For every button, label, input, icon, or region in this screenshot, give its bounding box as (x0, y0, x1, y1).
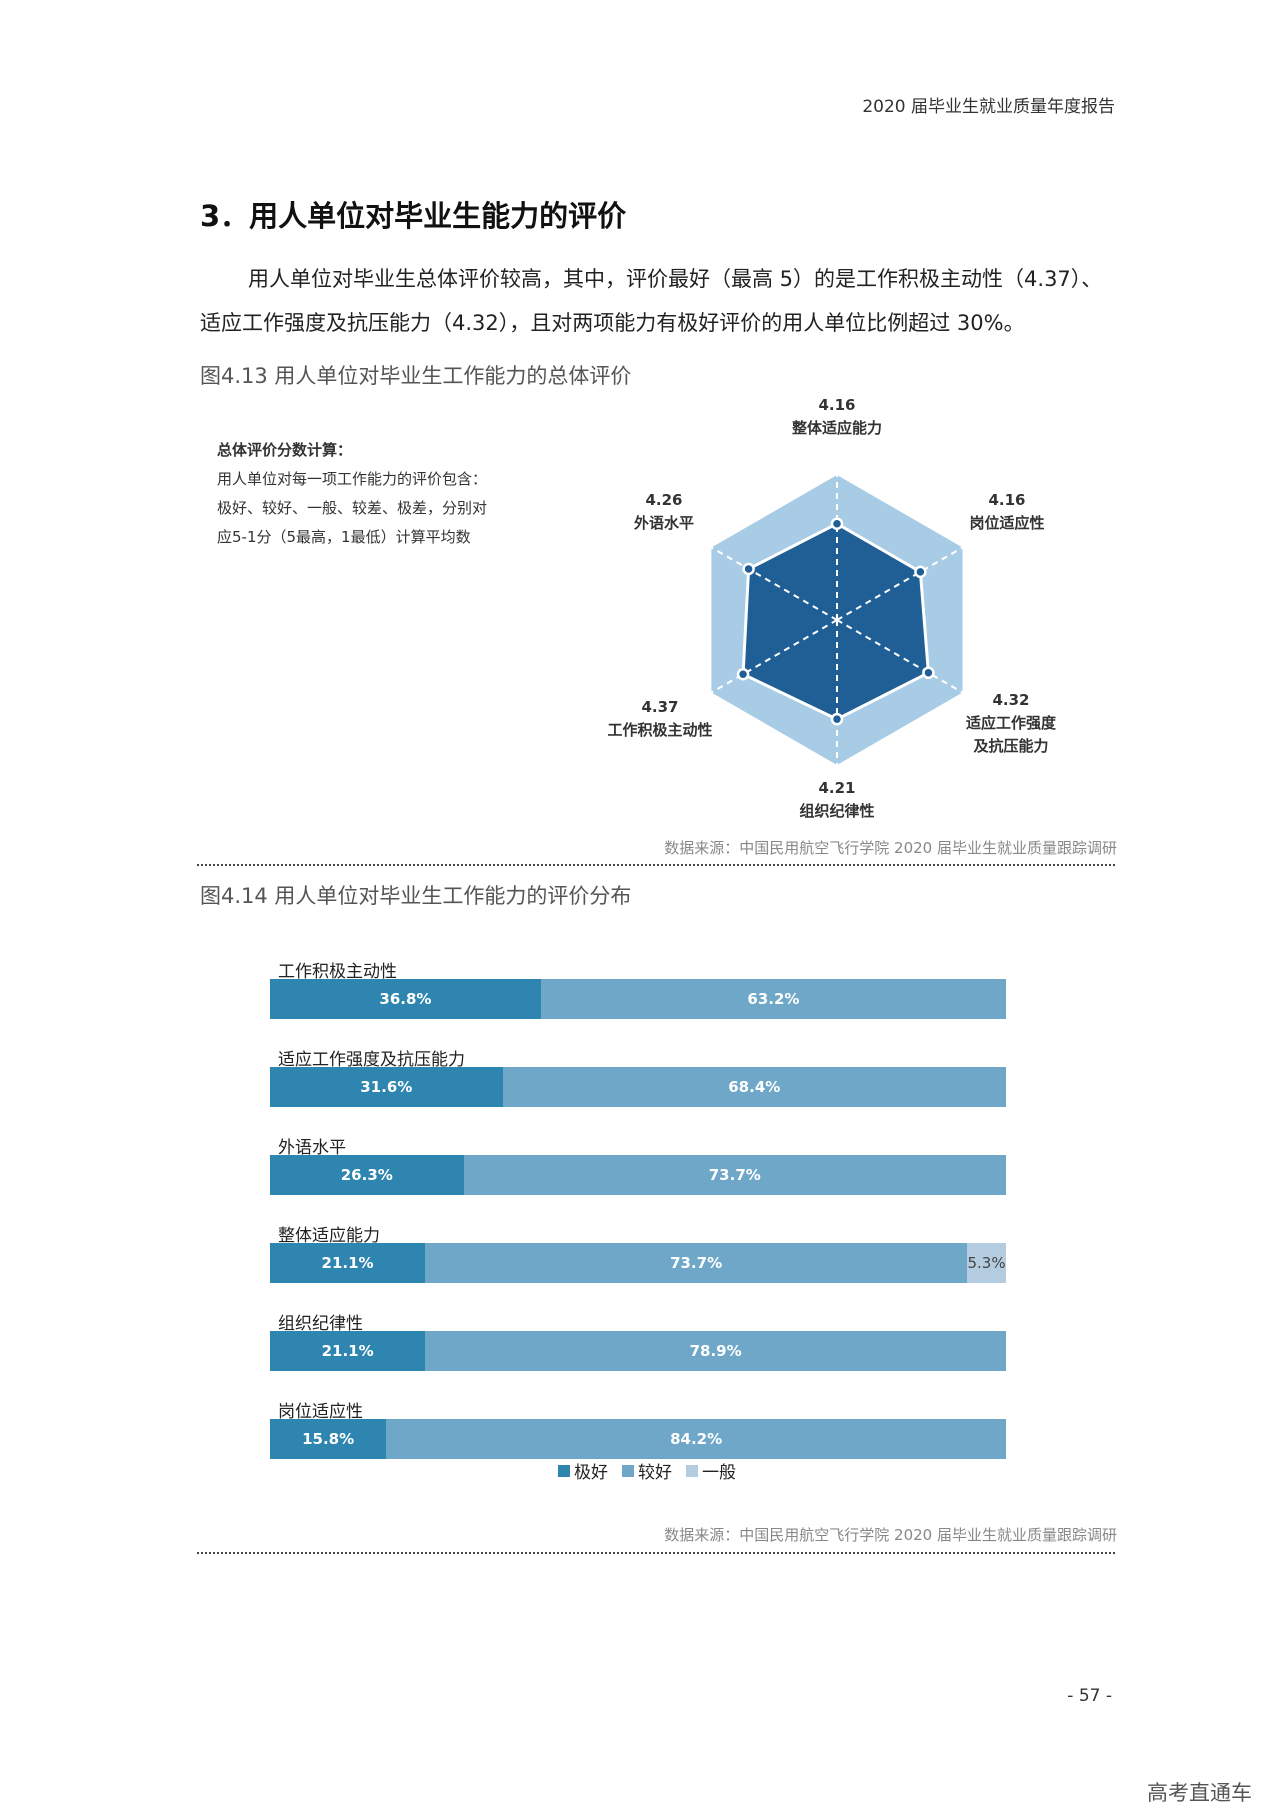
radar-axis-label: 岗位适应性 (969, 514, 1044, 532)
bar-segment: 36.8% (270, 979, 541, 1019)
bar-segment: 84.2% (386, 1419, 1006, 1459)
bar-row: 21.1% 78.9% (270, 1331, 1006, 1371)
bar-segment: 68.4% (502, 1067, 1006, 1107)
bar-category-label: 外语水平 (278, 1138, 346, 1158)
bar-segment: 73.7% (463, 1155, 1006, 1195)
legend-item: 较好 (622, 1458, 672, 1483)
bar-segment: 31.6% (270, 1067, 503, 1107)
radar-axis-label: 适应工作强度 (966, 714, 1057, 732)
radar-axis-line (836, 546, 964, 621)
legend-item: 一般 (686, 1458, 736, 1483)
radar-value-label: 4.16 (988, 491, 1025, 509)
radar-value-label: 4.32 (992, 691, 1029, 709)
radar-value-label: 4.16 (818, 396, 855, 414)
bar-row: 15.8% 84.2% (270, 1419, 1006, 1459)
report-header: 2020 届毕业生就业质量年度报告 (862, 97, 1115, 117)
radar-axis-label: 整体适应能力 (792, 419, 882, 437)
radar-point (922, 666, 935, 680)
radar-point (742, 562, 755, 576)
intro-paragraph-line-1: 用人单位对毕业生总体评价较高，其中，评价最好（最高 5）的是工作积极主动性（4.… (248, 267, 1103, 291)
radar-axis-label: 组织纪律性 (799, 802, 874, 820)
bar-row: 36.8% 63.2% (270, 979, 1006, 1019)
bar-category-label: 工作积极主动性 (278, 962, 397, 982)
bar-segment: 63.2% (540, 979, 1006, 1019)
bar-segment: 21.1% (270, 1331, 426, 1371)
page-number: - 57 - (1067, 1686, 1112, 1706)
radar-value-label: 4.21 (818, 779, 855, 797)
radar-point (830, 712, 844, 726)
legend-swatch (622, 1464, 634, 1477)
score-note-title: 总体评价分数计算： (217, 441, 353, 459)
radar-axis-line (836, 619, 964, 694)
radar-axis-line (710, 619, 838, 694)
radar-axis-label: 工作积极主动性 (607, 721, 712, 739)
legend-label: 较好 (638, 1463, 672, 1483)
radar-value-label: 4.37 (641, 698, 678, 716)
divider (197, 1552, 1115, 1554)
score-note-line: 用人单位对每一项工作能力的评价包含： (217, 470, 488, 488)
bar-segment: 15.8% (270, 1419, 387, 1459)
radar-chart: 4.16 整体适应能力 4.16 岗位适应性 4.32 适应工作强度及抗压能力 4.21 组织… (607, 396, 1057, 820)
divider (197, 864, 1115, 866)
bar-segment: 26.3% (270, 1155, 464, 1195)
bar-row: 21.1% 73.7% 5.3% (270, 1243, 1007, 1283)
bar-segment: 5.3% (967, 1243, 1007, 1283)
bar-category-label: 岗位适应性 (278, 1402, 363, 1422)
radar-value-label: 4.26 (645, 491, 682, 509)
figure-2-title: 图4.14 用人单位对毕业生工作能力的评价分布 (200, 884, 632, 908)
bar-segment: 78.9% (425, 1331, 1006, 1371)
bar-segment: 73.7% (425, 1243, 968, 1283)
radar-point (914, 565, 927, 579)
legend-label: 一般 (702, 1463, 736, 1483)
legend-swatch (558, 1464, 570, 1477)
radar-point (830, 517, 844, 530)
figure-2-source: 数据来源：中国民用航空飞行学院 2020 届毕业生就业质量跟踪调研 (664, 1526, 1117, 1544)
legend-label: 极好 (574, 1463, 608, 1483)
section-title: 3．用人单位对毕业生能力的评价 (200, 199, 627, 233)
bar-row: 31.6% 68.4% (270, 1067, 1006, 1107)
radar-axis-label: 外语水平 (633, 514, 694, 532)
legend-swatch (686, 1464, 698, 1477)
radar-point (736, 667, 750, 681)
legend-item: 极好 (558, 1458, 608, 1483)
bar-category-label: 整体适应能力 (278, 1226, 380, 1246)
bar-row: 26.3% 73.7% (270, 1155, 1006, 1195)
figure-1-source: 数据来源：中国民用航空飞行学院 2020 届毕业生就业质量跟踪调研 (664, 839, 1117, 857)
watermark: 高考直通车 (1147, 1781, 1252, 1805)
score-note-line: 应5-1分（5最高，1最低）计算平均数 (217, 528, 471, 546)
score-note-line: 极好、较好、一般、较差、极差，分别对 (217, 499, 488, 517)
figure-1-title: 图4.13 用人单位对毕业生工作能力的总体评价 (200, 364, 632, 388)
chart-legend: 极好 较好 一般 (558, 1458, 736, 1483)
radar-axis-label: 及抗压能力 (973, 737, 1048, 755)
radar-axis-line (710, 546, 838, 621)
bar-category-label: 组织纪律性 (278, 1314, 363, 1334)
intro-paragraph-line-2: 适应工作强度及抗压能力（4.32），且对两项能力有极好评价的用人单位比例超过 3… (200, 311, 1025, 335)
bar-segment: 21.1% (270, 1243, 426, 1283)
bar-category-label: 适应工作强度及抗压能力 (278, 1050, 465, 1070)
